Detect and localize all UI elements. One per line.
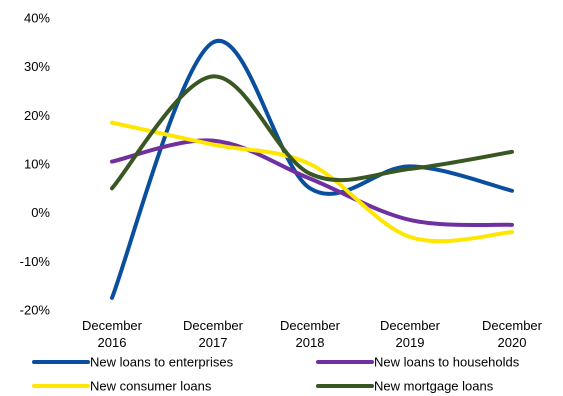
y-tick-label: 0%: [31, 205, 50, 220]
x-tick-label-line: December: [280, 318, 341, 333]
x-tick-label: December 2016: [82, 318, 143, 350]
series-line-1: [110, 138, 514, 228]
x-tick-label: December 2019: [380, 318, 441, 350]
y-tick-label: -20%: [20, 303, 51, 318]
y-tick-label: 30%: [24, 59, 50, 74]
x-tick-label-line: 2020: [498, 335, 527, 350]
x-tick-label-line: 2019: [396, 335, 425, 350]
x-tick-label: December 2020: [482, 318, 543, 350]
legend-label-3: New mortgage loans: [374, 379, 494, 394]
legend: New loans to enterprises New loans to hou…: [32, 355, 520, 394]
x-tick-label: December 2017: [183, 318, 244, 350]
y-tick-label: 20%: [24, 108, 50, 123]
x-tick-label: December 2018: [280, 318, 341, 350]
x-tick-label-line: 2017: [199, 335, 228, 350]
x-tick-label-line: December: [82, 318, 143, 333]
legend-label-2: New consumer loans: [90, 379, 212, 394]
series-layer: [110, 38, 514, 300]
x-tick-label-line: 2016: [98, 335, 127, 350]
y-tick-label: -10%: [20, 254, 51, 269]
series-line-0: [110, 38, 514, 300]
series-line-2: [110, 120, 514, 244]
x-tick-label-line: 2018: [296, 335, 325, 350]
y-tick-label: 10%: [24, 157, 50, 172]
legend-label-1: New loans to households: [374, 355, 520, 370]
y-tick-label: 40%: [24, 11, 50, 26]
x-tick-label-line: December: [183, 318, 244, 333]
legend-label-0: New loans to enterprises: [90, 355, 234, 370]
x-tick-label-line: December: [380, 318, 441, 333]
series-line-3: [110, 74, 514, 191]
x-tick-label-line: December: [482, 318, 543, 333]
y-axis: 40% 30% 20% 10% 0% -10% -20%: [20, 11, 51, 318]
